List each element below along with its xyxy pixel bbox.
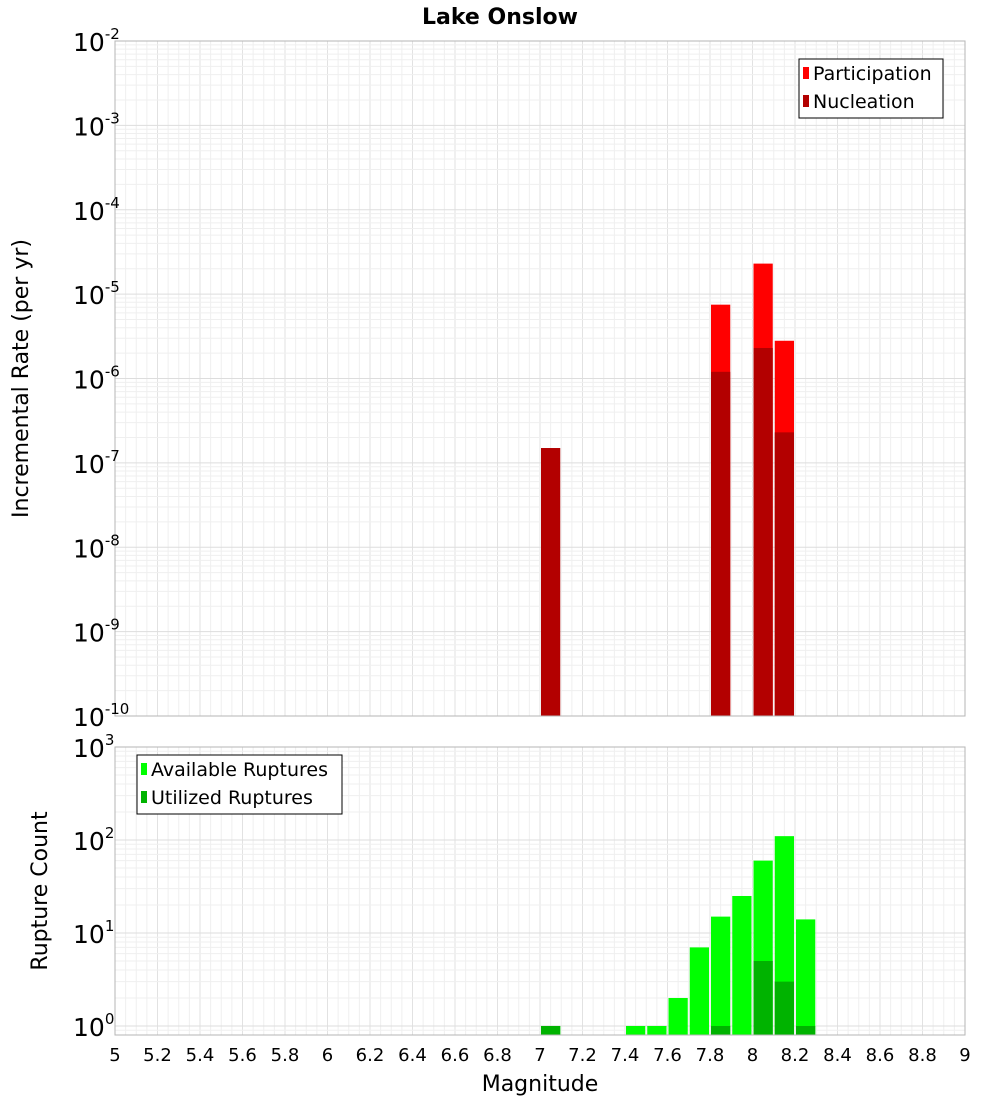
bar-count-series-1 [753,960,773,1035]
y-tick-label: 10-10 [73,700,129,732]
legend-swatch [803,95,809,107]
legend: Participation Nucleation [798,58,944,119]
legend-label: Utilized Ruptures [151,787,313,809]
y-tick-label: 102 [73,824,114,856]
y-tick-label: 10-4 [73,194,120,226]
legend-label: Available Ruptures [151,759,328,781]
legend-label: Participation [813,63,932,85]
plot-frame [114,746,966,1036]
x-tick-label: 7.6 [653,1045,682,1066]
y-tick-label: 10-5 [73,278,120,310]
bar-count-series-0 [711,916,731,1035]
bar-rate-series-1 [774,432,794,716]
x-tick-label: 7 [534,1045,545,1066]
bar-rate-series-1 [753,347,773,716]
bar-count-series-1 [774,981,794,1035]
legend: Available Ruptures Utilized Ruptures [136,754,343,815]
x-tick-label: 5.6 [228,1045,257,1066]
plot-frame [114,40,966,717]
x-tick-label: 5.8 [271,1045,300,1066]
x-tick-label: 5.4 [186,1045,215,1066]
y-tick-label: 10-9 [73,616,120,648]
bar-rate-series-1 [711,371,731,716]
y-tick-label: 10-7 [73,447,120,479]
y-tick-label: 10-8 [73,531,120,563]
bar-count-series-1 [711,1025,731,1035]
x-tick-label: 7.2 [568,1045,597,1066]
y-axis-label: Rupture Count [28,811,53,971]
bar-count-series-0 [796,919,816,1035]
x-tick-label: 5 [109,1045,120,1066]
bar-count-series-1 [541,1025,561,1035]
rate-panel: 10-2 10-3 10-4 10-5 10-6 10-7 10-8 10-9 10-10 Inc… [9,25,966,732]
count-panel: 103 102 101 100 Rupture Count 5 5.2 5.4 5.6 5.8 6 6… [28,731,971,1066]
y-tick-label: 10-3 [73,109,120,141]
bar-rate-series-1 [541,448,561,716]
x-tick-label: 8.8 [908,1045,937,1066]
x-tick-label: 8.6 [866,1045,895,1066]
y-tick-label: 10-6 [73,363,120,395]
legend-box [798,58,944,119]
legend-swatch [141,791,147,803]
bar-count-series-0 [626,1025,646,1035]
bar-count-series-0 [668,997,688,1035]
x-tick-label: 7.8 [696,1045,725,1066]
x-tick-label: 6.6 [441,1045,470,1066]
bar-count-series-0 [689,947,709,1035]
y-tick-label: 100 [73,1010,114,1042]
x-tick-label: 8 [747,1045,758,1066]
x-axis-label: Magnitude [482,1072,599,1097]
x-tick-label: 9 [959,1045,970,1066]
x-tick-label: 8.4 [823,1045,852,1066]
x-tick-label: 5.2 [143,1045,172,1066]
x-tick-label: 6 [322,1045,333,1066]
bar-count-series-0 [647,1025,667,1035]
y-axis-label: Incremental Rate (per yr) [9,239,34,518]
x-tick-label: 8.2 [781,1045,810,1066]
chart-title: Lake Onslow [422,5,578,30]
legend-swatch [803,67,809,79]
bar-count-series-1 [796,1025,816,1035]
bar-count-series-0 [732,895,752,1035]
x-tick-label: 6.4 [398,1045,427,1066]
x-tick-label: 6.2 [356,1045,385,1066]
x-tick-label: 7.4 [611,1045,640,1066]
legend-label: Nucleation [813,91,915,113]
y-tick-label: 10-2 [73,25,120,57]
x-tick-label: 6.8 [483,1045,512,1066]
legend-box [136,754,343,815]
y-tick-label: 103 [73,731,114,763]
legend-swatch [141,763,147,775]
y-tick-label: 101 [73,917,114,949]
